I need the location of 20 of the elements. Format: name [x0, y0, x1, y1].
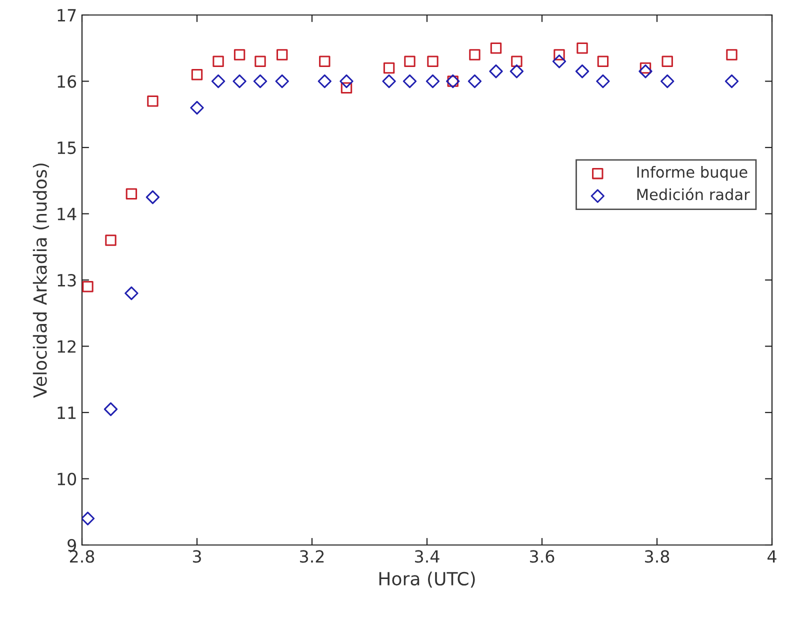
- x-tick-label: 3.4: [415, 550, 440, 563]
- y-tick-label: 15: [58, 142, 76, 154]
- legend-label: Medición radar: [637, 188, 750, 200]
- y-tick-label: 9: [68, 538, 76, 552]
- x-tick-label: 3.6: [530, 550, 554, 563]
- y-tick-label: 17: [58, 9, 76, 22]
- y-tick-label: 11: [58, 406, 76, 419]
- y-tick-label: 16: [58, 75, 76, 88]
- x-tick-label: 3.2: [300, 550, 324, 563]
- y-axis-title: Velocidad Arkadia (nudos): [32, 164, 49, 398]
- x-tick-label: 3: [192, 550, 201, 563]
- y-tick-label: 10: [58, 472, 76, 486]
- legend-label: Informe buque: [637, 166, 748, 181]
- y-tick-label: 13: [58, 274, 76, 287]
- y-tick-label: 14: [58, 208, 76, 220]
- x-axis-title: Hora (UTC): [379, 572, 475, 588]
- y-tick-label: 12: [58, 340, 76, 353]
- x-tick-label: 4: [768, 550, 776, 563]
- x-tick-label: 2.8: [70, 550, 94, 563]
- x-tick-label: 3.8: [645, 550, 670, 563]
